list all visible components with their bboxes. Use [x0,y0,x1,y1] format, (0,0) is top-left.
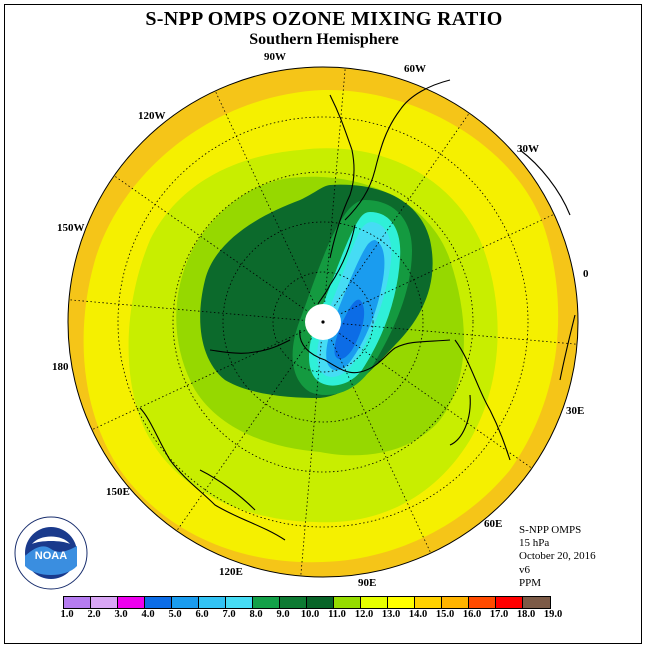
meridian-line [340,213,555,314]
colorbar-tick-label: 13.0 [381,609,401,620]
units-label: PPM [519,576,542,589]
meridian-line [331,339,432,554]
colorbar-swatch [280,597,307,608]
colorbar-swatch [199,597,226,608]
colorbar-tick-label: 1.0 [60,609,74,620]
colorbar-tick-label: 7.0 [222,609,236,620]
ozone-band-5 [334,299,365,360]
colorbar-tick-label: 4.0 [141,609,155,620]
colorbar-swatch [469,597,496,608]
noaa-logo-text: NOAA [35,550,67,562]
colorbar-swatch [307,597,334,608]
lat-circles [117,116,529,528]
colorbar-swatch [415,597,442,608]
lon-label-90w: 90W [264,51,286,63]
colorbar-swatch [388,597,415,608]
lon-label-150w: 150W [57,222,85,234]
meridian-line [91,330,306,431]
lon-label-0: 0 [583,268,589,280]
colorbar-swatch [496,597,523,608]
colorbar-tick-label: 3.0 [114,609,128,620]
colorbar-swatch [145,597,172,608]
meridian-line [300,341,322,577]
map-subtitle: Southern Hemisphere [249,31,399,48]
south-pole-dot [321,320,325,324]
colorbar-tick-label: 15.0 [435,609,455,620]
meridian-lines [68,67,578,577]
meridian-line [113,175,307,311]
colorbar-swatch [172,597,199,608]
colorbar-swatch [334,597,361,608]
colorbar-swatch [361,597,388,608]
meridian-line [342,323,578,345]
lon-label-150e: 150E [106,486,130,498]
lon-label-120w: 120W [138,110,166,122]
lon-label-60e: 60E [484,518,503,530]
colorbar-tick-label: 17.0 [489,609,509,620]
meridian-line [214,90,315,305]
pressure-level: 15 hPa [519,537,550,550]
product-info: S-NPP OMPS 15 hPa October 20, 2016 v6 PP… [519,524,596,590]
map-outline [67,66,579,578]
lon-label-90e: 90E [358,577,377,589]
lon-label-120e: 120E [219,566,243,578]
lon-label-180: 180 [52,361,69,373]
colorbar-tick-label: 9.0 [276,609,290,620]
colorbar-tick-label: 5.0 [168,609,182,620]
colorbar-swatch [64,597,91,608]
colorbar-tick-label: 6.0 [195,609,209,620]
data-version: v6 [519,563,530,576]
colorbar-swatch [523,597,550,608]
lon-label-60w: 60W [404,63,426,75]
colorbar-tick-label: 14.0 [408,609,428,620]
colorbar-swatch [226,597,253,608]
lon-label-30w: 30W [517,143,539,155]
meridian-line [334,112,470,306]
colorbar-tick-label: 8.0 [249,609,263,620]
colorbar-tick-label: 2.0 [87,609,101,620]
colorbar-tick-label: 16.0 [462,609,482,620]
colorbar-tick-label: 12.0 [354,609,374,620]
instrument-name: S-NPP OMPS [519,524,582,536]
colorbar-swatch [118,597,145,608]
colorbar-tick-label: 11.0 [328,609,346,620]
observation-date: October 20, 2016 [519,550,596,563]
colorbar-swatch [91,597,118,608]
noaa-logo: NOAA [14,516,88,590]
colorbar-tick-label: 19.0 [543,609,563,620]
colorbar-swatch [442,597,469,608]
map-title: S-NPP OMPS OZONE MIXING RATIO [145,8,503,30]
lon-label-30e: 30E [566,405,585,417]
coastlines [139,79,576,541]
colorbar-tick-label: 18.0 [516,609,536,620]
colorbar-tick-label: 10.0 [300,609,320,620]
colorbar [63,596,551,609]
colorbar-swatch [253,597,280,608]
plot-frame [4,4,642,644]
